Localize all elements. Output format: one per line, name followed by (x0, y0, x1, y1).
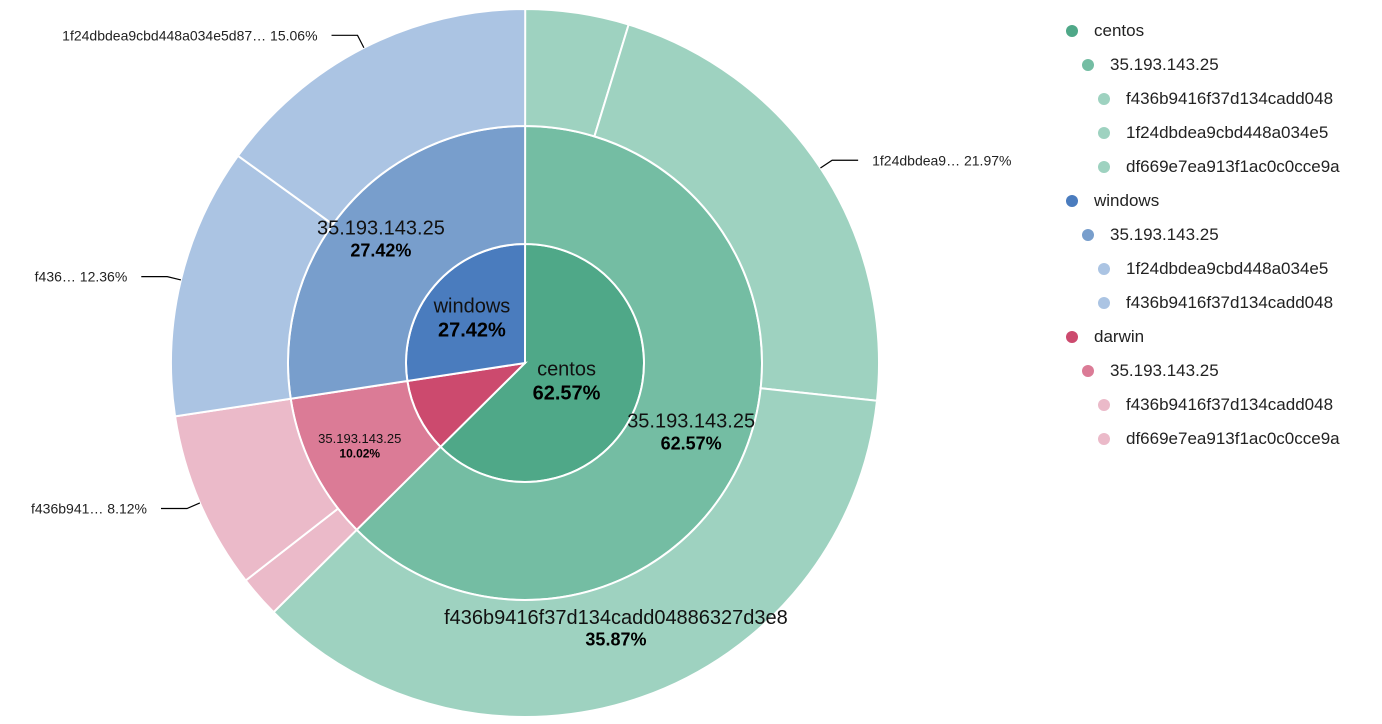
legend-label: 1f24dbdea9cbd448a034e5 (1126, 123, 1329, 142)
legend-label: df669e7ea913f1ac0c0cce9a (1126, 157, 1340, 176)
legend-label: 1f24dbdea9cbd448a034e5 (1126, 259, 1329, 278)
chart-rings (170, 7, 880, 718)
legend-dot-icon (1098, 399, 1110, 411)
legend-label: windows (1094, 191, 1160, 210)
legend-item[interactable]: 1f24dbdea9cbd448a034e5 (1062, 252, 1377, 286)
label-centos-leaf-inner-percent: 35.87% (585, 630, 646, 650)
legend-item[interactable]: f436b9416f37d134cadd048 (1062, 286, 1377, 320)
legend-item[interactable]: 1f24dbdea9cbd448a034e5 (1062, 116, 1377, 150)
label-darwin-mid-name: 35.193.143.25 (318, 431, 401, 446)
legend-item[interactable]: df669e7ea913f1ac0c0cce9a (1062, 422, 1377, 456)
legend-dot-icon (1082, 59, 1094, 71)
leader-line (160, 502, 201, 510)
label-centos-percent: 62.57% (533, 382, 601, 404)
chart-labels: centos62.57%35.193.143.2562.57%1f24dbdea… (31, 27, 1011, 649)
legend-label: centos (1094, 21, 1145, 40)
label-windows-percent: 27.42% (438, 319, 506, 341)
legend-dot-icon (1066, 195, 1078, 207)
label-centos-leaf-inner-name: f436b9416f37d134cadd04886327d3e8 (444, 607, 788, 629)
chart-legend: centos 35.193.143.25 f436b9416f37d134cadd0… (1062, 14, 1377, 456)
label-windows-name: windows (433, 295, 511, 317)
label-centos-mid-percent: 62.57% (661, 433, 722, 453)
legend-dot-icon (1098, 127, 1110, 139)
outer-label-windows: f436… 12.36% (35, 269, 128, 285)
legend-item[interactable]: 35.193.143.25 (1062, 48, 1377, 82)
outer-label-centos: 1f24dbdea9… 21.97% (872, 152, 1011, 168)
label-centos-mid-name: 35.193.143.25 (627, 411, 755, 433)
legend-item[interactable]: centos (1062, 14, 1377, 48)
leader-line (820, 159, 859, 169)
sunburst-chart: centos62.57%35.193.143.2562.57%1f24dbdea… (31, 7, 1011, 718)
segment-centos-f436b9416f37d134cadd048[interactable] (272, 387, 879, 718)
legend-dot-icon (1082, 229, 1094, 241)
legend-label: df669e7ea913f1ac0c0cce9a (1126, 429, 1340, 448)
legend-label: 35.193.143.25 (1110, 225, 1219, 244)
legend-item[interactable]: 35.193.143.25 (1062, 354, 1377, 388)
label-centos-name: centos (537, 358, 596, 380)
legend-item[interactable]: windows (1062, 184, 1377, 218)
legend-dot-icon (1098, 161, 1110, 173)
legend-item[interactable]: 35.193.143.25 (1062, 218, 1377, 252)
legend-item[interactable]: f436b9416f37d134cadd048 (1062, 82, 1377, 116)
legend-label: 35.193.143.25 (1110, 55, 1219, 74)
legend-dot-icon (1098, 263, 1110, 275)
legend-dot-icon (1066, 331, 1078, 343)
label-windows-mid-name: 35.193.143.25 (317, 218, 445, 240)
legend-dot-icon (1098, 93, 1110, 105)
legend-item[interactable]: df669e7ea913f1ac0c0cce9a (1062, 150, 1377, 184)
legend-label: f436b9416f37d134cadd048 (1126, 395, 1334, 414)
leader-line (141, 276, 182, 281)
legend-dot-icon (1098, 297, 1110, 309)
legend-dot-icon (1098, 433, 1110, 445)
legend-label: f436b9416f37d134cadd048 (1126, 89, 1334, 108)
label-darwin-mid-percent: 10.02% (339, 447, 380, 461)
legend-label: f436b9416f37d134cadd048 (1126, 293, 1334, 312)
segment-centos-1f24dbdea9cbd448a034e5[interactable] (593, 23, 880, 402)
legend-label: darwin (1094, 327, 1145, 346)
label-windows-mid-percent: 27.42% (350, 240, 411, 260)
legend-dot-icon (1066, 25, 1078, 37)
legend-item[interactable]: darwin (1062, 320, 1377, 354)
outer-label-windows: 1f24dbdea9cbd448a034e5d87… 15.06% (62, 27, 317, 43)
outer-label-darwin: f436b941… 8.12% (31, 501, 147, 517)
leader-line (331, 34, 365, 49)
segment-windows-1f24dbdea9cbd448a034e5[interactable] (236, 8, 527, 226)
legend-dot-icon (1082, 365, 1094, 377)
legend-item[interactable]: f436b9416f37d134cadd048 (1062, 388, 1377, 422)
legend-label: 35.193.143.25 (1110, 361, 1219, 380)
